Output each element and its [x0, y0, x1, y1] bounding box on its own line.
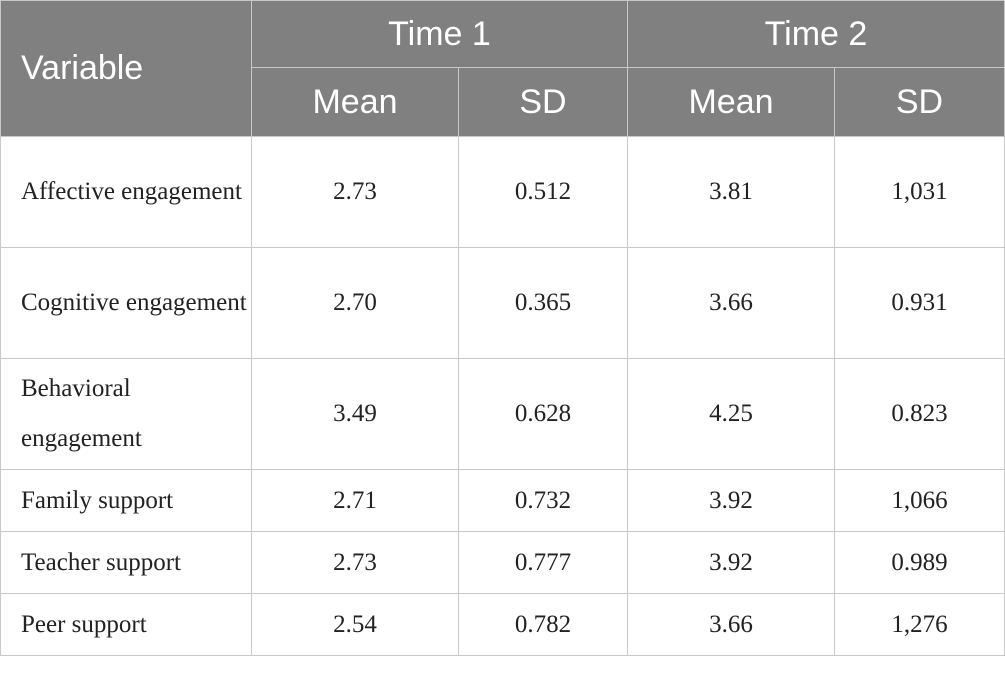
time2-sd-cell: 0.989 [834, 531, 1005, 594]
time1-sd-cell: 0.732 [458, 469, 628, 532]
time2-sd-cell: 1,031 [834, 136, 1005, 248]
time2-sd-cell: 0.823 [834, 358, 1005, 470]
table-row: Cognitive engagement 2.70 0.365 3.66 0.9… [0, 247, 1005, 359]
header-row-times: Variable Time 1 Time 2 [0, 0, 1005, 137]
header-time2-mean: Mean [627, 67, 835, 137]
time2-mean-cell: 4.25 [627, 358, 835, 470]
time1-sd-cell: 0.365 [458, 247, 628, 359]
time1-mean-cell: 2.54 [251, 593, 459, 656]
header-time1-sd: SD [458, 67, 628, 137]
time2-mean-cell: 3.81 [627, 136, 835, 248]
header-time2-sd: SD [834, 67, 1005, 137]
time1-sd-cell: 0.628 [458, 358, 628, 470]
row-label: Family support [0, 469, 252, 532]
time2-sd-cell: 1,066 [834, 469, 1005, 532]
time2-sd-cell: 0.931 [834, 247, 1005, 359]
time1-sd-cell: 0.777 [458, 531, 628, 594]
time1-mean-cell: 2.71 [251, 469, 459, 532]
time2-mean-cell: 3.66 [627, 593, 835, 656]
time2-mean-cell: 3.92 [627, 531, 835, 594]
time1-sd-cell: 0.782 [458, 593, 628, 656]
row-label: Cognitive engagement [0, 247, 252, 359]
table-row: Family support 2.71 0.732 3.92 1,066 [0, 469, 1005, 532]
time1-mean-cell: 3.49 [251, 358, 459, 470]
time2-sd-cell: 1,276 [834, 593, 1005, 656]
header-row-stats: Mean SD Mean SD [1, 67, 1005, 137]
descriptive-stats-table: Variable Time 1 Time 2 Mean SD Mean SD A… [0, 0, 1005, 656]
time1-sd-cell: 0.512 [458, 136, 628, 248]
table-row: Behavioral engagement 3.49 0.628 4.25 0.… [0, 358, 1005, 470]
time1-mean-cell: 2.70 [251, 247, 459, 359]
time2-mean-cell: 3.92 [627, 469, 835, 532]
row-label: Teacher support [0, 531, 252, 594]
header-time1-mean: Mean [251, 67, 459, 137]
table-row: Affective engagement 2.73 0.512 3.81 1,0… [0, 136, 1005, 248]
row-label: Peer support [0, 593, 252, 656]
table-header: Variable Time 1 Time 2 Mean SD Mean SD [0, 0, 1005, 137]
table-row: Peer support 2.54 0.782 3.66 1,276 [0, 593, 1005, 656]
table-body: Affective engagement 2.73 0.512 3.81 1,0… [0, 136, 1005, 656]
time1-mean-cell: 2.73 [251, 531, 459, 594]
row-label: Affective engagement [0, 136, 252, 248]
time2-mean-cell: 3.66 [627, 247, 835, 359]
row-label: Behavioral engagement [0, 358, 252, 470]
header-time1: Time 1 [251, 0, 628, 68]
time1-mean-cell: 2.73 [251, 136, 459, 248]
header-variable: Variable [0, 0, 252, 137]
table-row: Teacher support 2.73 0.777 3.92 0.989 [0, 531, 1005, 594]
header-time2: Time 2 [627, 0, 1005, 68]
